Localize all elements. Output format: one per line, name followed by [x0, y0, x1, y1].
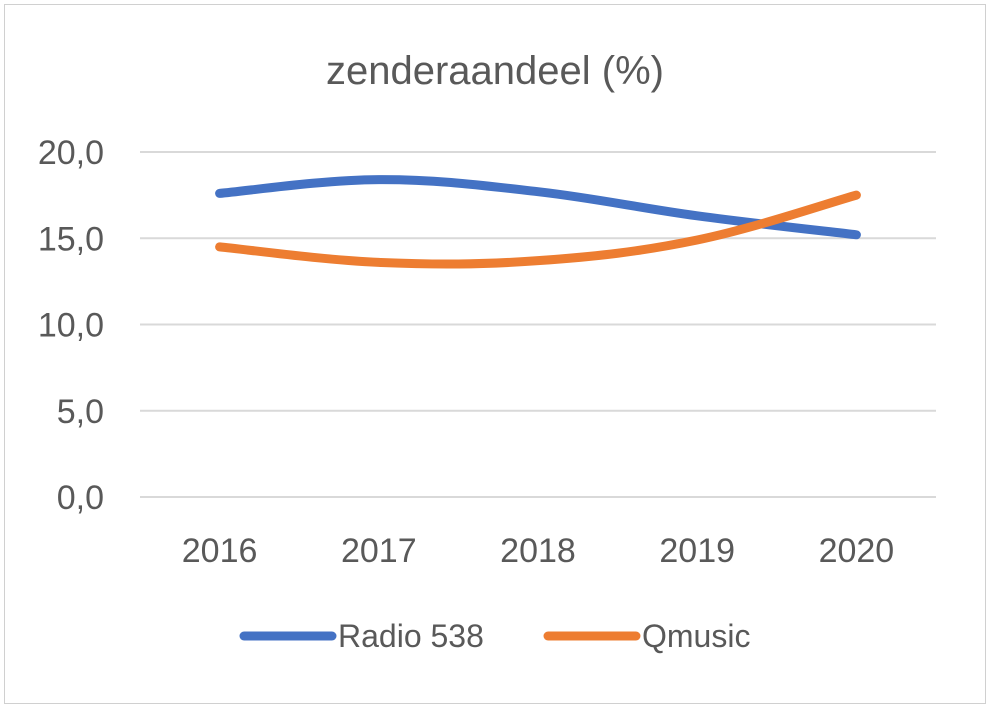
- legend: Radio 538 Qmusic: [239, 618, 750, 654]
- chart-title: zenderaandeel (%): [326, 49, 664, 93]
- legend-label-qmusic: Qmusic: [642, 618, 750, 654]
- y-tick-label: 5,0: [57, 393, 104, 431]
- legend-label-radio-538: Radio 538: [338, 618, 484, 654]
- y-tick-label: 20,0: [38, 134, 104, 172]
- x-axis-ticks: 2016 2017 2018 2019 2020: [182, 532, 894, 570]
- x-tick-label: 2018: [500, 532, 576, 570]
- x-tick-label: 2019: [659, 532, 735, 570]
- x-tick-label: 2016: [182, 532, 258, 570]
- x-tick-label: 2020: [819, 532, 895, 570]
- y-tick-label: 15,0: [38, 220, 104, 258]
- series-lines: [215, 175, 861, 269]
- y-tick-label: 0,0: [57, 479, 104, 517]
- chart-frame: [4, 4, 986, 704]
- y-tick-label: 10,0: [38, 307, 104, 345]
- y-axis-ticks: 0,0 5,0 10,0 15,0 20,0: [38, 134, 104, 517]
- series-line-qmusic: [215, 190, 861, 269]
- gridlines: [140, 151, 936, 498]
- x-tick-label: 2017: [341, 532, 417, 570]
